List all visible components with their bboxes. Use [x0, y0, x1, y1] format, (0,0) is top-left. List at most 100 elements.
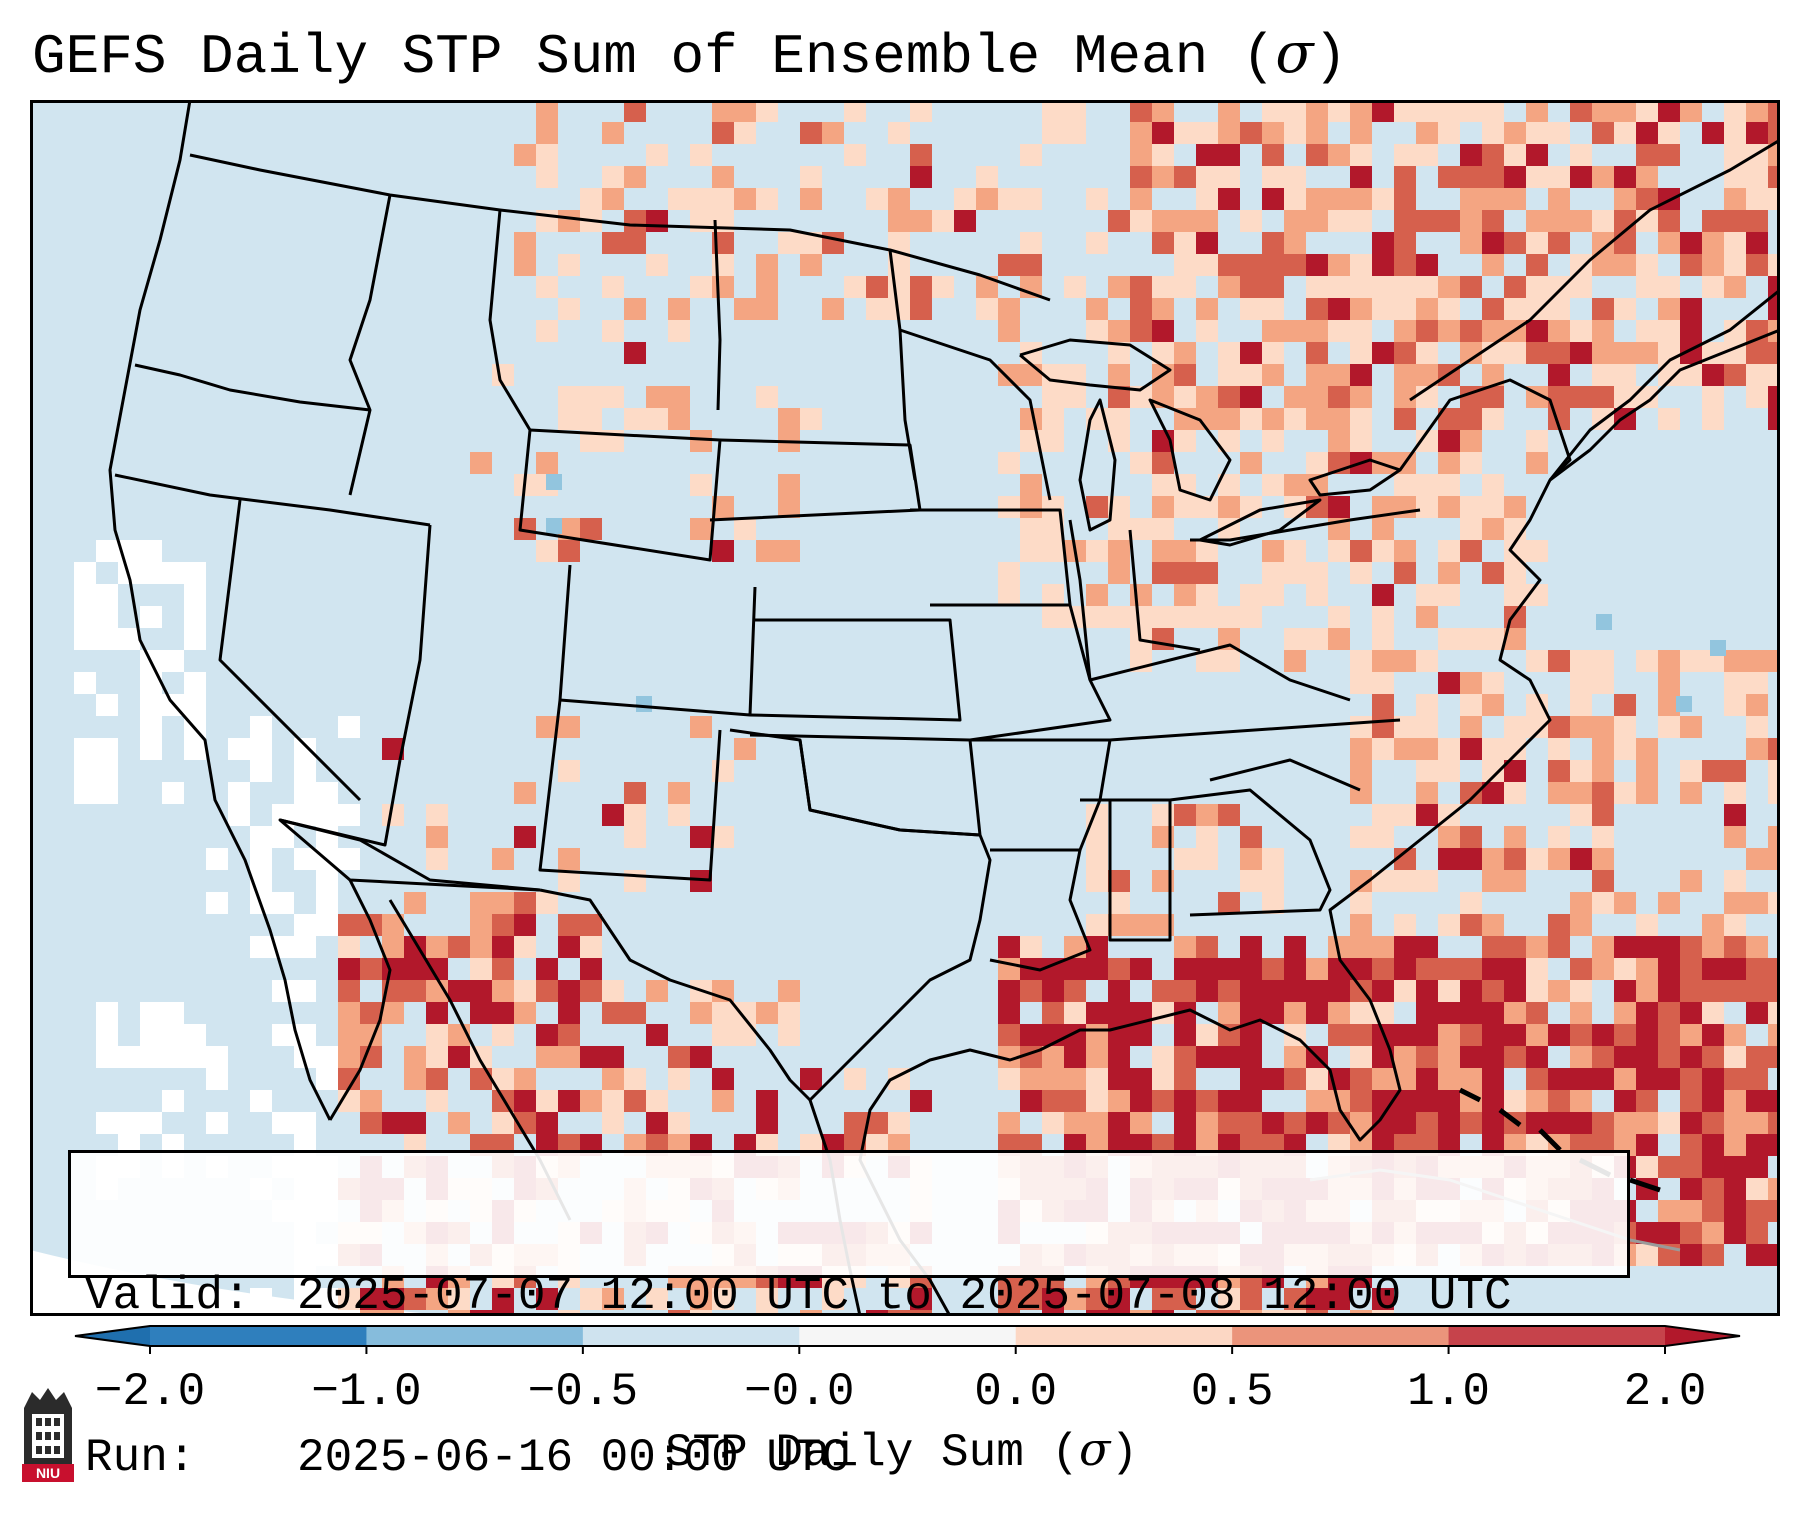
anomaly-cell — [316, 1068, 338, 1090]
anomaly-cell — [1020, 144, 1042, 166]
anomaly-cell — [1482, 474, 1504, 496]
anomaly-cell — [1350, 914, 1372, 936]
anomaly-cell — [1218, 100, 1240, 122]
anomaly-cell — [1460, 188, 1482, 210]
anomaly-cell — [1724, 1046, 1746, 1068]
anomaly-cell — [778, 232, 800, 254]
anomaly-cell — [998, 364, 1020, 386]
anomaly-cell — [536, 1046, 558, 1068]
anomaly-cell — [690, 518, 712, 540]
anomaly-cell — [1020, 936, 1042, 958]
state-line-oh-pa — [1190, 508, 1421, 542]
anomaly-cell — [1570, 782, 1592, 804]
anomaly-cell — [1284, 254, 1306, 276]
anomaly-cell — [1350, 430, 1372, 452]
anomaly-cell — [294, 848, 316, 870]
anomaly-cell — [1262, 980, 1284, 1002]
anomaly-cell — [1460, 232, 1482, 254]
anomaly-cell — [1636, 650, 1658, 672]
anomaly-cell — [492, 1024, 514, 1046]
anomaly-cell — [668, 298, 690, 320]
anomaly-cell — [1526, 936, 1548, 958]
anomaly-cell — [1548, 738, 1570, 760]
anomaly-cell — [1702, 122, 1724, 144]
anomaly-cell — [712, 276, 734, 298]
anomaly-cell — [1306, 364, 1328, 386]
anomaly-cell — [1702, 1046, 1724, 1068]
anomaly-cell — [756, 276, 778, 298]
anomaly-cell — [1680, 1156, 1702, 1178]
anomaly-cell — [1724, 936, 1746, 958]
anomaly-cell — [294, 1288, 316, 1310]
anomaly-cell — [1394, 342, 1416, 364]
anomaly-cell — [602, 188, 624, 210]
anomaly-cell — [1636, 958, 1658, 980]
anomaly-cell — [1504, 628, 1526, 650]
anomaly-cell — [580, 936, 602, 958]
anomaly-cell — [162, 782, 184, 804]
anomaly-cell — [1240, 1288, 1262, 1310]
anomaly-cell — [1284, 166, 1306, 188]
anomaly-cell — [1240, 408, 1262, 430]
valid-key: Valid: — [85, 1270, 251, 1322]
anomaly-cell — [1372, 342, 1394, 364]
anomaly-cell — [580, 980, 602, 1002]
anomaly-cell — [1746, 1200, 1768, 1222]
anomaly-cell — [1306, 276, 1328, 298]
anomaly-cell — [756, 1112, 778, 1134]
anomaly-cell — [1680, 298, 1702, 320]
anomaly-cell — [1328, 298, 1350, 320]
anomaly-cell — [1438, 1024, 1460, 1046]
anomaly-cell — [1482, 122, 1504, 144]
anomaly-cell — [1196, 408, 1218, 430]
anomaly-cell — [1262, 232, 1284, 254]
anomaly-cell — [1306, 1068, 1328, 1090]
anomaly-cell — [1636, 320, 1658, 342]
anomaly-cell — [1746, 1068, 1768, 1090]
anomaly-cell — [1482, 188, 1504, 210]
anomaly-cell — [1328, 540, 1350, 562]
anomaly-cell — [1350, 342, 1372, 364]
anomaly-cell — [1702, 364, 1724, 386]
anomaly-cell — [1196, 188, 1218, 210]
anomaly-cell — [602, 804, 624, 826]
anomaly-cell — [536, 716, 558, 738]
anomaly-cell — [96, 782, 118, 804]
anomaly-cell — [1064, 980, 1086, 1002]
anomaly-cell — [1020, 980, 1042, 1002]
anomaly-cell — [646, 1288, 668, 1310]
anomaly-cell — [624, 166, 646, 188]
anomaly-cell — [1724, 826, 1746, 848]
lake-superior — [1019, 338, 1172, 392]
anomaly-cell — [118, 1046, 140, 1068]
anomaly-cell — [1702, 958, 1724, 980]
anomaly-cell — [1240, 848, 1262, 870]
anomaly-cell — [1482, 958, 1504, 980]
anomaly-cell — [470, 914, 492, 936]
anomaly-cell — [1724, 1222, 1746, 1244]
anomaly-cell — [580, 430, 602, 452]
anomaly-cell — [1680, 1046, 1702, 1068]
anomaly-cell — [1240, 584, 1262, 606]
anomaly-cell — [1196, 936, 1218, 958]
state-line-ga — [1169, 788, 1332, 917]
anomaly-cell — [184, 584, 206, 606]
anomaly-cell — [1042, 1090, 1064, 1112]
anomaly-cell — [360, 1046, 382, 1068]
anomaly-cell — [272, 1112, 294, 1134]
state-line-in-oh — [1128, 529, 1201, 652]
anomaly-cell — [1460, 1112, 1482, 1134]
anomaly-cell — [1416, 1068, 1438, 1090]
anomaly-cell — [294, 738, 316, 760]
anomaly-cell — [250, 826, 272, 848]
anomaly-cell — [1152, 144, 1174, 166]
anomaly-cell — [778, 474, 800, 496]
anomaly-cell — [866, 298, 888, 320]
anomaly-cell — [1526, 980, 1548, 1002]
anomaly-cell — [1196, 254, 1218, 276]
anomaly-cell — [1328, 386, 1350, 408]
anomaly-cell — [1108, 1112, 1130, 1134]
anomaly-cell — [1196, 804, 1218, 826]
anomaly-cell — [1724, 1156, 1746, 1178]
anomaly-cell — [1108, 386, 1130, 408]
